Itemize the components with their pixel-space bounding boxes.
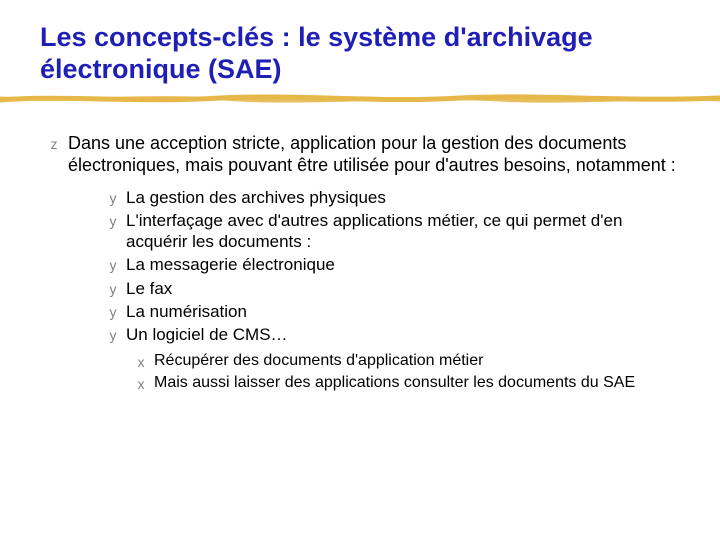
bullet-glyph-lvl1: z xyxy=(40,132,68,394)
lvl2-text: La gestion des archives physiques xyxy=(126,187,680,208)
z-glyph-icon: z xyxy=(51,136,58,394)
lvl2-text: Un logiciel de CMS… xyxy=(126,324,680,345)
y-glyph-icon: y xyxy=(110,213,117,253)
slide-title: Les concepts-clés : le système d'archiva… xyxy=(40,22,680,86)
bullet-lvl2: y Un logiciel de CMS… xyxy=(68,324,680,345)
lvl2-text: Le fax xyxy=(126,278,680,299)
bullet-lvl2: y L'interfaçage avec d'autres applicatio… xyxy=(68,210,680,253)
title-underline xyxy=(0,92,720,104)
lvl3-list: x Récupérer des documents d'application … xyxy=(68,351,680,393)
lvl2-text: L'interfaçage avec d'autres applications… xyxy=(126,210,680,253)
bullet-lvl2: y La messagerie électronique xyxy=(68,254,680,275)
bullet-lvl1: z Dans une acception stricte, applicatio… xyxy=(40,132,680,394)
slide: Les concepts-clés : le système d'archiva… xyxy=(0,0,720,540)
lvl3-text: Récupérer des documents d'application mé… xyxy=(154,351,680,371)
lvl1-text: Dans une acception stricte, application … xyxy=(68,132,680,177)
x-glyph-icon: x xyxy=(138,376,145,393)
lvl3-text: Mais aussi laisser des applications cons… xyxy=(154,373,680,393)
bullet-lvl3: x Mais aussi laisser des applications co… xyxy=(68,373,680,393)
y-glyph-icon: y xyxy=(110,281,117,299)
lvl2-text: La messagerie électronique xyxy=(126,254,680,275)
y-glyph-icon: y xyxy=(110,304,117,322)
y-glyph-icon: y xyxy=(110,190,117,208)
bullet-lvl2: y La gestion des archives physiques xyxy=(68,187,680,208)
y-glyph-icon: y xyxy=(110,327,117,345)
lvl2-list: y La gestion des archives physiques y L'… xyxy=(68,187,680,346)
bullet-lvl2: y Le fax xyxy=(68,278,680,299)
lvl2-text: La numérisation xyxy=(126,301,680,322)
y-glyph-icon: y xyxy=(110,257,117,275)
x-glyph-icon: x xyxy=(138,354,145,371)
bullet-lvl2: y La numérisation xyxy=(68,301,680,322)
bullet-lvl3: x Récupérer des documents d'application … xyxy=(68,351,680,371)
